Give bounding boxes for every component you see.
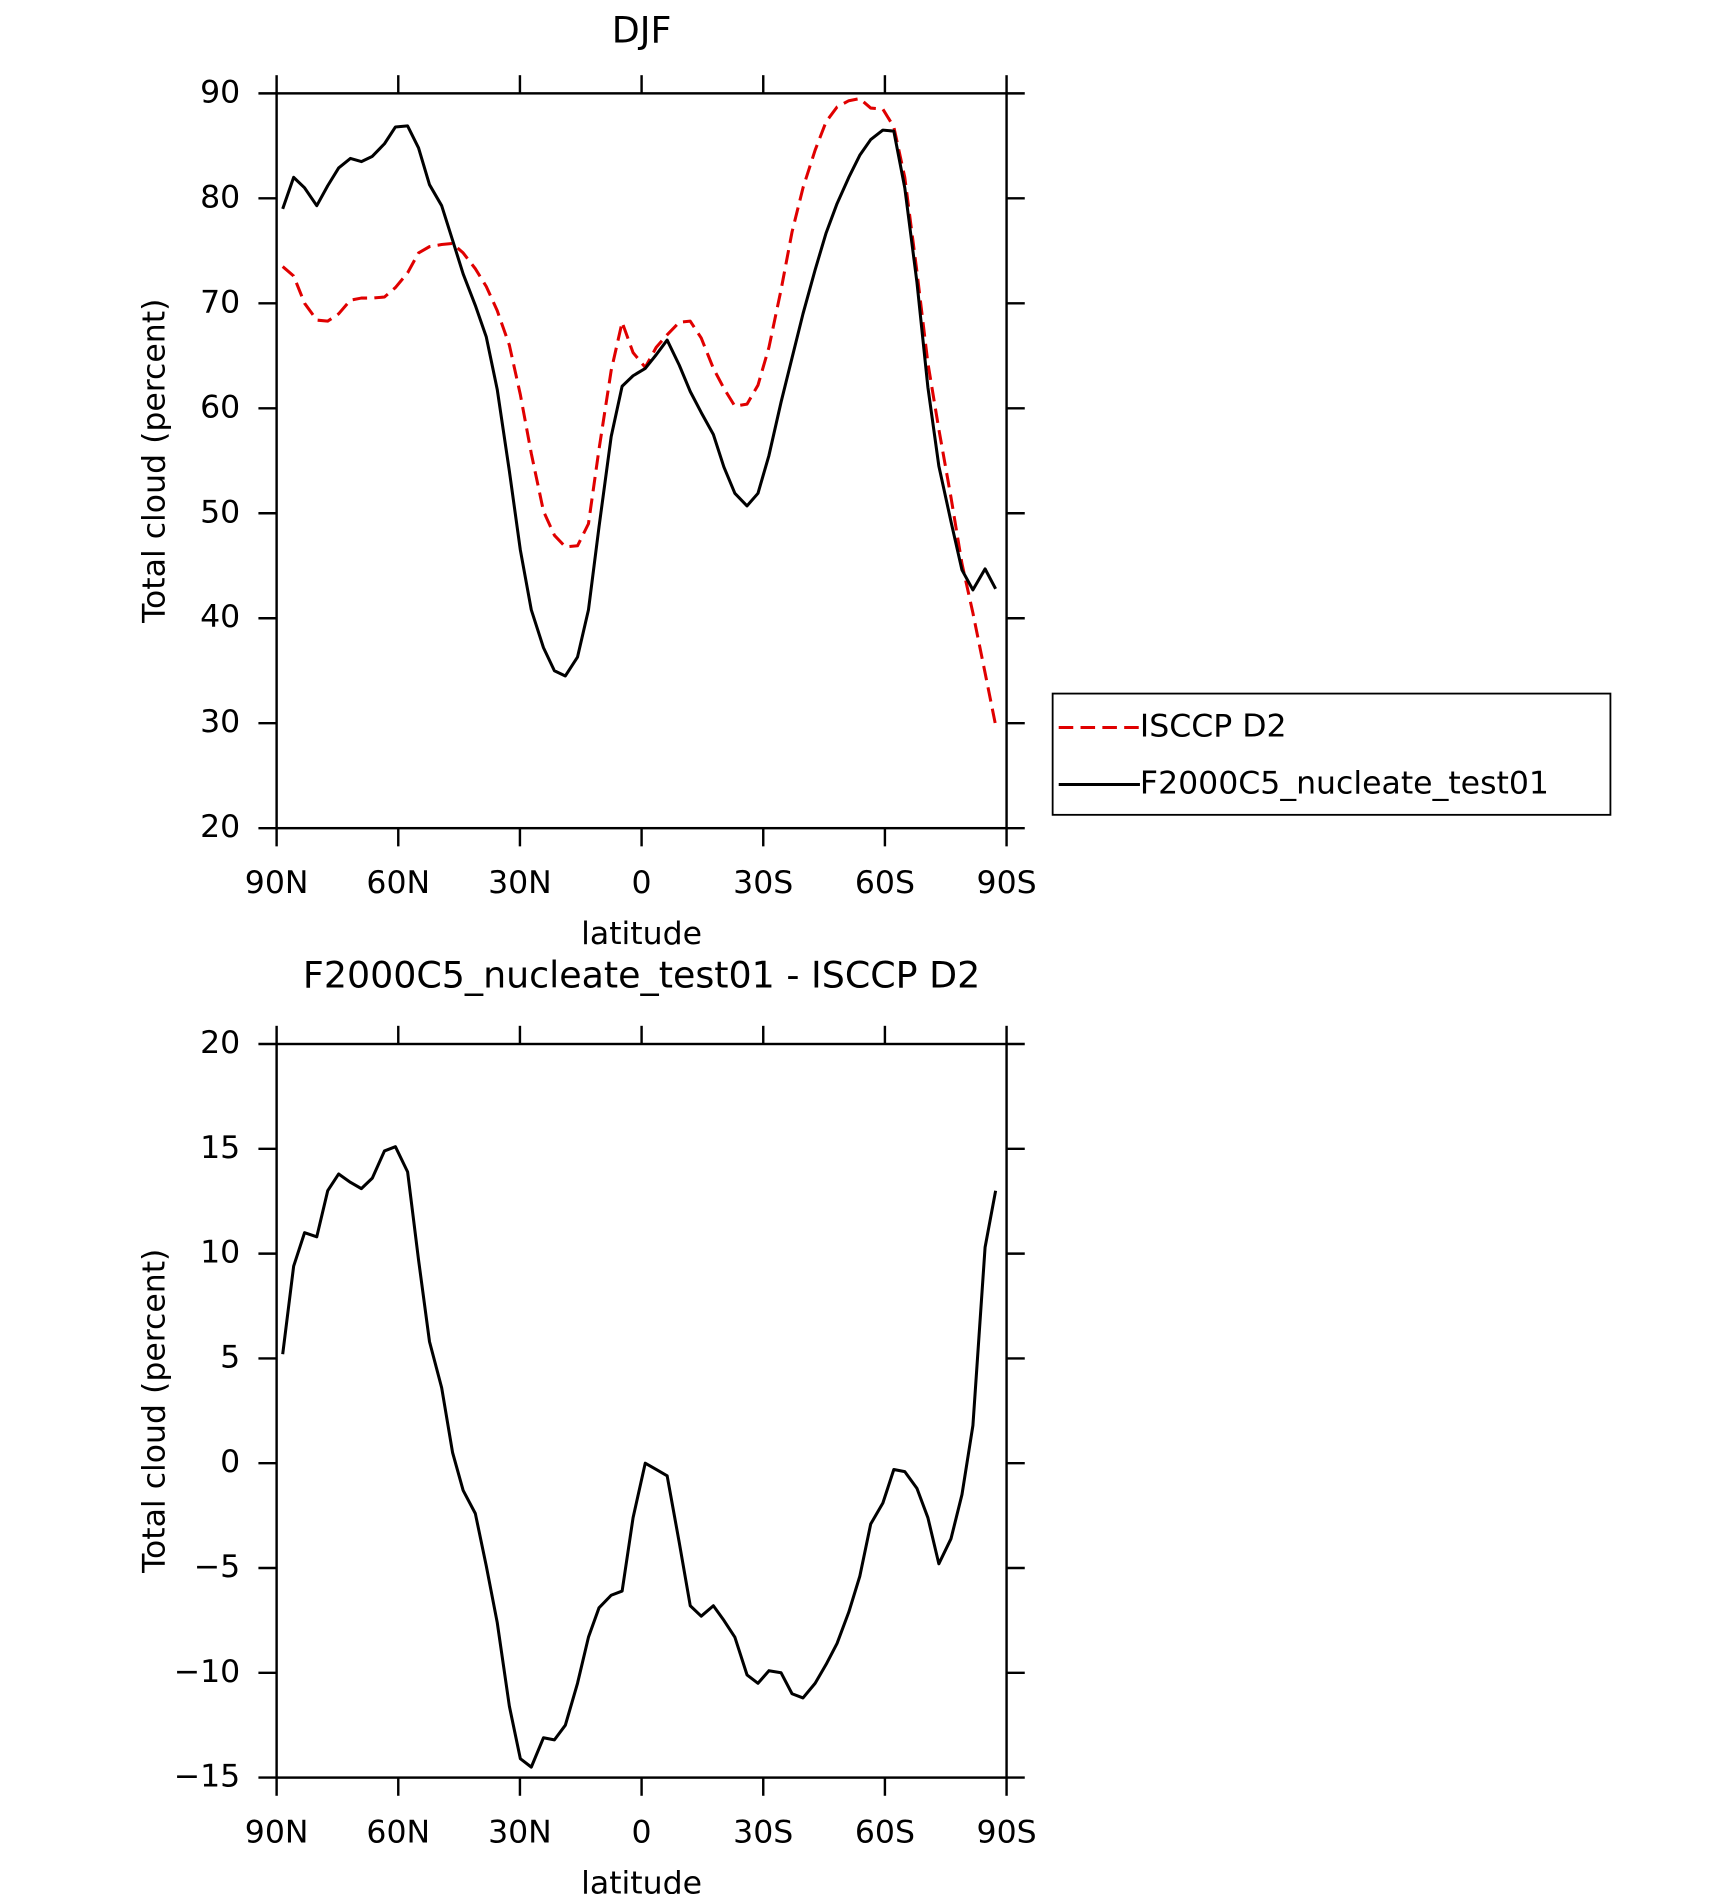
y-tick-label: −10	[174, 1654, 241, 1690]
y-tick-label: 50	[200, 494, 240, 530]
x-axis-label: latitude	[581, 1865, 702, 1894]
y-tick-label: −5	[194, 1549, 240, 1585]
plot-frame	[275, 1042, 1008, 1779]
x-tick-label: 90S	[977, 865, 1037, 901]
chart-title: F2000C5_nucleate_test01 - ISCCP D2	[303, 953, 980, 996]
y-tick-label: 80	[200, 179, 240, 215]
x-tick-label: 60N	[366, 865, 430, 901]
x-tick-label: 0	[632, 1814, 652, 1850]
y-tick-label: 15	[200, 1130, 240, 1166]
y-tick-label: 10	[200, 1235, 240, 1271]
x-tick-label: 90S	[977, 1814, 1037, 1850]
x-tick-label: 60S	[855, 865, 915, 901]
x-tick-label: 0	[632, 865, 652, 901]
x-tick-label: 30S	[733, 865, 793, 901]
y-tick-label: 20	[200, 809, 240, 845]
data-line	[281, 97, 998, 726]
x-tick-label: 30N	[488, 865, 552, 901]
x-tick-label: 30N	[488, 1814, 552, 1850]
x-tick-label: 90N	[245, 865, 309, 901]
y-tick-label: −15	[174, 1759, 241, 1795]
legend-label: F2000C5_nucleate_test01	[1140, 766, 1549, 802]
data-line	[281, 124, 997, 678]
data-line	[281, 1145, 998, 1769]
x-tick-label: 30S	[733, 1814, 793, 1850]
y-tick-label: 60	[200, 389, 240, 425]
y-axis-label: Total cloud (percent)	[136, 1249, 172, 1574]
y-tick-label: 90	[200, 74, 240, 110]
x-tick-label: 60S	[855, 1814, 915, 1850]
y-tick-label: 70	[200, 284, 240, 320]
legend-box	[1051, 692, 1612, 816]
chart-title: DJF	[612, 9, 672, 52]
x-tick-label: 90N	[245, 1814, 309, 1850]
x-tick-label: 60N	[366, 1814, 430, 1850]
legend-label: ISCCP D2	[1140, 709, 1287, 745]
y-tick-label: 20	[200, 1025, 240, 1061]
y-tick-label: 40	[200, 599, 240, 635]
plot-frame	[275, 92, 1008, 830]
x-axis-label: latitude	[581, 916, 702, 952]
y-tick-label: 0	[220, 1444, 240, 1480]
y-tick-label: 5	[220, 1339, 240, 1375]
y-axis-label: Total cloud (percent)	[136, 299, 172, 624]
y-tick-label: 30	[200, 704, 240, 740]
